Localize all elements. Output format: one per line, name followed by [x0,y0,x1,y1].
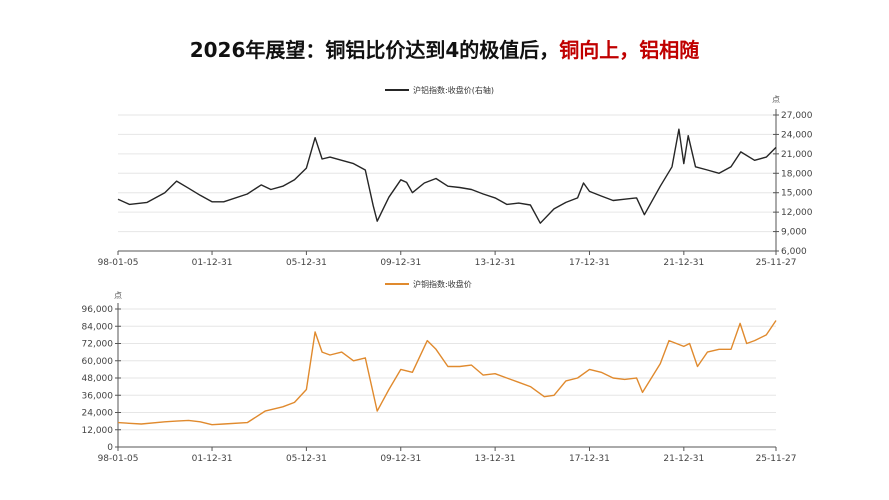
y-tick-label: 12,000 [781,208,813,218]
x-tick-label: 17-12-31 [569,258,610,268]
y-tick-label: 18,000 [781,169,813,179]
y-tick-label: 60,000 [82,357,114,367]
x-tick-label: 05-12-31 [286,258,327,268]
y-tick-label: 0 [107,443,113,453]
y-tick-label: 84,000 [82,322,114,332]
x-tick-label: 21-12-31 [663,454,704,464]
slide-title: 2026年展望：铜铝比价达到4的极值后，铜向上，铝相随 [0,34,889,63]
y-tick-label: 36,000 [82,391,114,401]
y-tick-label: 24,000 [82,409,114,419]
y-tick-label: 27,000 [781,111,813,121]
y-axis-unit: 点 [772,95,780,104]
x-tick-label: 01-12-31 [192,454,233,464]
legend-label: 沪铜指数:收盘价 [413,279,472,289]
y-tick-label: 48,000 [82,374,114,384]
y-tick-label: 12,000 [82,426,114,436]
slide-title-highlight: 铜向上，铝相随 [559,38,700,62]
x-tick-label: 13-12-31 [475,258,516,268]
series-line [117,128,777,224]
x-tick-label: 21-12-31 [663,258,704,268]
y-axis-unit: 点 [114,291,122,300]
x-tick-label: 98-01-05 [98,258,139,268]
x-tick-label: 09-12-31 [380,454,421,464]
y-tick-label: 21,000 [781,150,813,160]
legend-label: 沪铝指数:收盘价(右轴) [413,85,494,95]
copper-index-chart: 0 12,000 24,000 36,000 48,000 60,000 72,000 84,… [82,279,797,464]
x-tick-label: 05-12-31 [286,454,327,464]
y-tick-label: 15,000 [781,189,813,199]
slide-title-main: 2026年展望：铜铝比价达到4的极值后， [189,38,560,62]
x-tick-label: 25-11-27 [756,454,797,464]
x-tick-label: 01-12-31 [192,258,233,268]
y-tick-label: 9,000 [781,228,807,238]
x-tick-label: 25-11-27 [756,258,797,268]
y-tick-label: 72,000 [82,340,114,350]
x-tick-label: 09-12-31 [380,258,421,268]
y-tick-label: 24,000 [781,130,813,140]
x-tick-label: 13-12-31 [475,454,516,464]
y-tick-label: 6,000 [781,247,807,257]
x-tick-label: 98-01-05 [98,454,139,464]
y-tick-label: 96,000 [82,305,114,315]
aluminum-index-chart: 6,000 9,000 12,000 15,000 18,000 21,000 24,000… [98,85,813,268]
series-line [117,320,777,426]
x-tick-label: 17-12-31 [569,454,610,464]
